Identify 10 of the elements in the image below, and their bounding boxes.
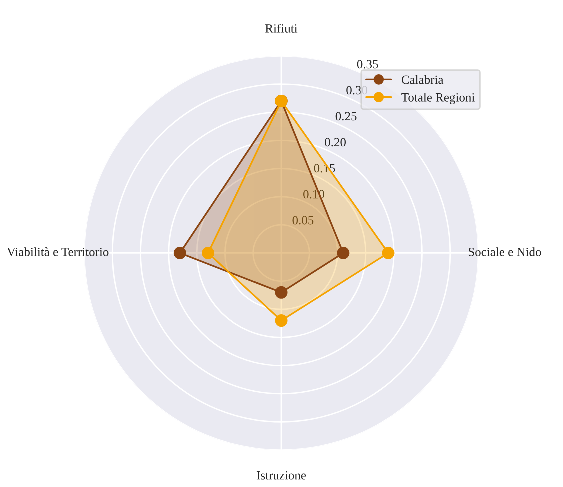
y-tick-label: 0.25 [336, 112, 357, 121]
legend-label: Totale Regioni [402, 93, 475, 104]
y-tick-label: 0.20 [325, 138, 346, 147]
y-tick-label: 0.05 [292, 216, 314, 225]
legend-label: Calabria [402, 75, 444, 84]
spoke-label: Sociale e Nido [468, 248, 542, 256]
spoke-label: Istruzione [256, 471, 306, 480]
y-tick-label: 0.35 [357, 60, 378, 69]
spoke-label: Viabilità e Territorio [7, 248, 109, 256]
spoke-label: Rifiuti [266, 24, 298, 33]
